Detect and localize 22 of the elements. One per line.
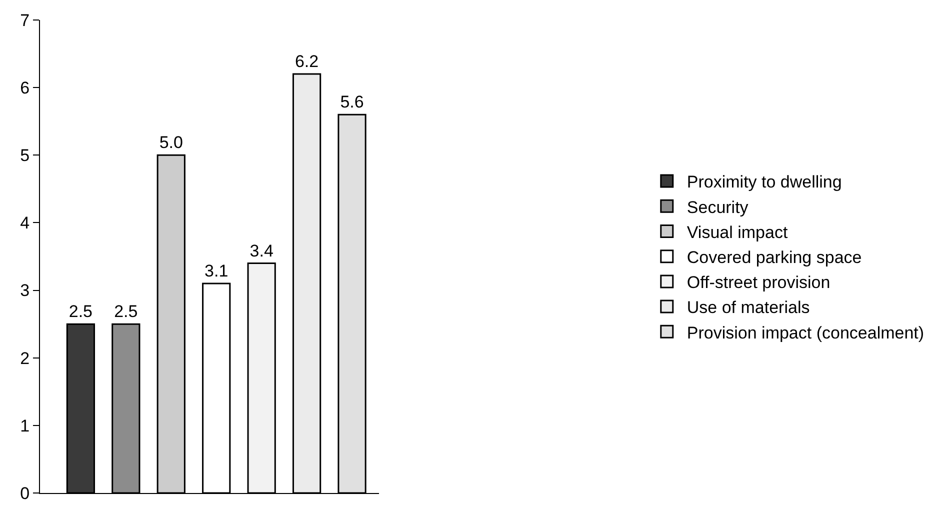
text: 3.4 — [250, 241, 274, 260]
text: 5.0 — [159, 133, 183, 152]
legend-label: Provision impact (concealment) — [686, 323, 924, 342]
y-tick-label: 0 — [20, 484, 30, 503]
y-tick-label: 1 — [20, 416, 30, 436]
y-tick-label: 5 — [20, 146, 30, 166]
legend-label: Security — [686, 198, 749, 217]
text: 6.2 — [294, 52, 319, 72]
y-tick-label: 4 — [20, 214, 30, 233]
text: 2.5 — [68, 302, 93, 322]
legend-label: Use of materials — [686, 298, 810, 318]
legend-label: Proximity to dwelling — [686, 172, 842, 192]
text: 5.6 — [340, 92, 364, 112]
legend-label: Visual impact — [686, 222, 788, 242]
legend-label: Off-street provision — [686, 273, 830, 292]
y-tick-label: 3 — [20, 281, 30, 300]
legend-label: Covered parking space — [686, 248, 862, 267]
y-tick-label: 7 — [20, 10, 30, 30]
text: 3.1 — [204, 262, 228, 281]
text: 2.5 — [114, 302, 138, 322]
y-tick-label: 2 — [20, 348, 30, 368]
y-tick-label: 6 — [20, 78, 30, 98]
